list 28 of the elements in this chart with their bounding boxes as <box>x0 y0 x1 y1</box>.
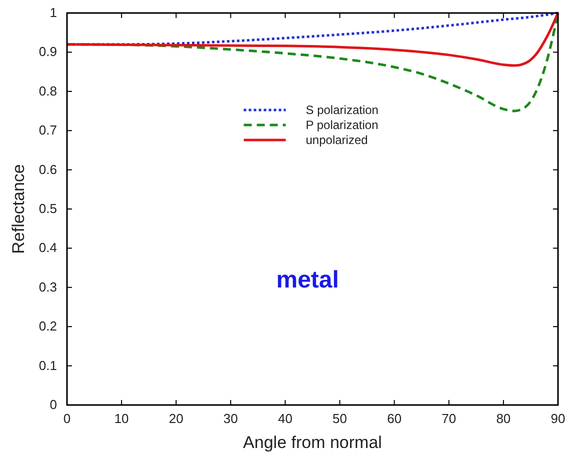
y-tick-label: 0 <box>50 397 57 412</box>
x-tick-label: 0 <box>63 411 71 426</box>
x-tick-label: 10 <box>114 411 129 426</box>
legend-label: unpolarized <box>306 133 368 147</box>
x-tick-label: 30 <box>223 411 238 426</box>
line-series <box>66 12 560 67</box>
y-tick-label: 1 <box>50 5 57 20</box>
y-tick-label: 0.3 <box>38 279 57 294</box>
y-tick-label: 0.1 <box>38 358 57 373</box>
x-tick-label: 40 <box>278 411 292 426</box>
legend-label: S polarization <box>306 103 378 117</box>
y-tick-label: 0.9 <box>38 44 57 60</box>
x-tick-label: 20 <box>168 411 184 426</box>
x-tick-label: 70 <box>442 411 456 426</box>
y-tick-label: 0.6 <box>38 162 57 177</box>
y-tick-label: 0.8 <box>38 83 57 98</box>
x-tick-label: 50 <box>332 411 348 426</box>
x-tick-label: 90 <box>550 411 566 426</box>
y-tick-label: 0.7 <box>38 122 57 138</box>
x-tick-label: 60 <box>387 411 402 426</box>
y-tick-label: 0.2 <box>38 318 57 334</box>
x-axis-title: Angle from normal <box>243 433 382 452</box>
y-tick-label: 0.5 <box>38 201 57 216</box>
y-axis-title: Reflectance <box>9 164 28 254</box>
y-tick-label: 0.4 <box>38 240 57 256</box>
annotation: metal <box>276 266 339 294</box>
x-tick-label: 80 <box>496 411 511 426</box>
legend-label: P polarization <box>306 118 378 132</box>
